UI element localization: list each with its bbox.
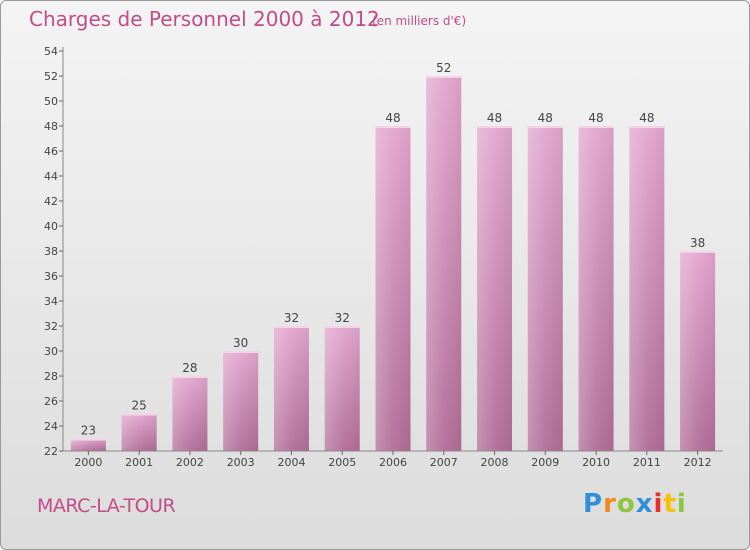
- bar-rim-2010: [578, 126, 614, 128]
- x-tick-label: 2012: [684, 456, 712, 469]
- bar-rim-2004: [273, 326, 309, 328]
- x-tick-label: 2000: [74, 456, 102, 469]
- bar-rim-2006: [375, 126, 411, 128]
- bar-rim-2000: [70, 438, 106, 441]
- data-label: 52: [436, 61, 451, 75]
- data-label: 48: [487, 111, 502, 125]
- bar-rim-2007: [426, 76, 462, 78]
- x-tick-label: 2005: [328, 456, 356, 469]
- bar-shine-2000: [70, 438, 106, 451]
- bar-shine-2002: [172, 376, 208, 451]
- x-tick-label: 2008: [481, 456, 509, 469]
- bar-shine-2003: [223, 351, 259, 451]
- x-tick-label: 2009: [531, 456, 559, 469]
- y-tick-label: 42: [44, 195, 58, 208]
- bar-rim-2005: [324, 326, 360, 328]
- y-tick-label: 26: [44, 395, 58, 408]
- x-tick-label: 2010: [582, 456, 610, 469]
- bar-shine-2012: [680, 251, 716, 451]
- bar-rim-2012: [680, 251, 716, 253]
- data-label: 48: [588, 111, 603, 125]
- data-label: 38: [690, 236, 705, 250]
- data-label: 30: [233, 336, 248, 350]
- bar-shine-2008: [477, 126, 513, 451]
- y-tick-label: 54: [44, 45, 58, 58]
- data-label: 48: [385, 111, 400, 125]
- data-label: 32: [284, 311, 299, 325]
- y-tick-label: 48: [44, 120, 58, 133]
- place-name: MARC-LA-TOUR: [37, 495, 176, 517]
- bar-shine-2007: [426, 76, 462, 451]
- y-tick-label: 52: [44, 70, 58, 83]
- x-tick-label: 2011: [633, 456, 661, 469]
- proxiti-logo[interactable]: Proxiti: [583, 489, 687, 519]
- data-label: 32: [335, 311, 350, 325]
- y-tick-label: 46: [44, 145, 58, 158]
- x-tick-label: 2003: [227, 456, 255, 469]
- bar-shine-2004: [273, 326, 309, 451]
- bar-rim-2003: [223, 351, 259, 353]
- bar-shine-2009: [527, 126, 563, 451]
- data-label: 23: [81, 424, 96, 438]
- y-tick-label: 40: [44, 220, 58, 233]
- bar-shine-2001: [121, 413, 157, 451]
- bar-rim-2002: [172, 376, 208, 378]
- y-tick-label: 34: [44, 295, 58, 308]
- bar-shine-2010: [578, 126, 614, 451]
- y-tick-label: 24: [44, 420, 58, 433]
- y-tick-label: 36: [44, 270, 58, 283]
- data-label: 28: [182, 361, 197, 375]
- y-tick-label: 50: [44, 95, 58, 108]
- y-tick-label: 44: [44, 170, 58, 183]
- x-tick-label: 2007: [430, 456, 458, 469]
- bar-rim-2008: [477, 126, 513, 128]
- x-axis: 2000 2001 2002 2003 2004 2005 2006 2007 2008 2009…: [63, 450, 723, 469]
- bar-shine-2006: [375, 126, 411, 451]
- x-tick-label: 2006: [379, 456, 407, 469]
- chart-subtitle: (en milliers d'€): [372, 14, 467, 28]
- x-tick-label: 2002: [176, 456, 204, 469]
- bar-rim-2009: [527, 126, 563, 128]
- y-tick-label: 30: [44, 345, 58, 358]
- bar-rim-2001: [121, 413, 157, 416]
- y-tick-label: 28: [44, 370, 58, 383]
- chart-title: Charges de Personnel 2000 à 2012: [29, 7, 380, 31]
- bar-shine-2005: [324, 326, 360, 451]
- y-tick-label: 22: [44, 445, 58, 458]
- bar-shine-2011: [629, 126, 665, 451]
- x-tick-label: 2004: [277, 456, 305, 469]
- data-label: 48: [639, 111, 654, 125]
- bar-rim-2011: [629, 126, 665, 128]
- data-label: 25: [132, 399, 147, 413]
- y-tick-label: 38: [44, 245, 58, 258]
- bars: 23 25 28 30 32 32 48 52 48 48 48 48 38: [70, 61, 716, 451]
- y-axis: 22 24 26 28 30 32 34 36 38 40 42 44 46 48 50 52 54: [44, 45, 64, 458]
- y-tick-label: 32: [44, 320, 58, 333]
- x-tick-label: 2001: [125, 456, 153, 469]
- data-label: 48: [538, 111, 553, 125]
